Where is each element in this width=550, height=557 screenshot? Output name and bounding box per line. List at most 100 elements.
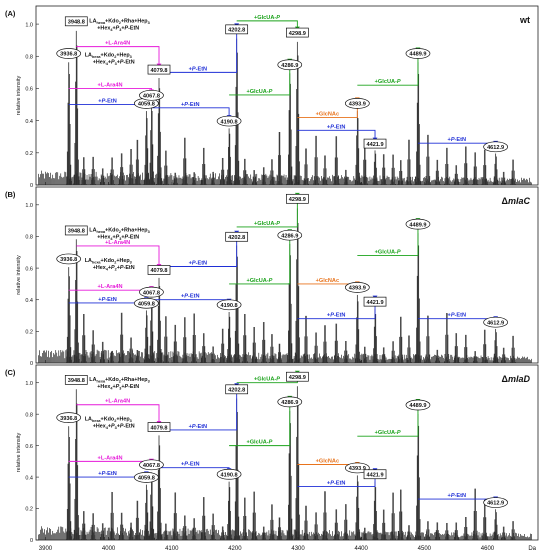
transition-label: +GlcUA-P	[254, 221, 280, 227]
peak-4421.9	[371, 150, 379, 185]
transition-label: +GlcUA-P	[254, 15, 280, 21]
mz-text: 4059.8	[138, 476, 155, 482]
y-axis-label: relative intensity	[16, 433, 22, 473]
structure-label: LAhexa+Kdo2+Rha+Hep3+Hex4+P3+P-EtN	[89, 18, 149, 32]
y-tick-label: 0	[30, 183, 33, 189]
mz-text: 4393.9	[349, 466, 366, 472]
x-axis-unit: Da	[528, 546, 536, 552]
y-tick-label: 0.8	[25, 54, 33, 60]
shared-x-axis: 3900 4000 4100 4200 4300 4400 4500 4600 Da	[39, 182, 537, 552]
transition-label: +P-EtN	[98, 471, 117, 477]
transition-label: +GlcUA-P	[246, 440, 272, 446]
mz-label-3948.8: 3948.8	[64, 375, 88, 385]
mz-text: 4202.8	[228, 28, 245, 34]
transition-label: +P-EtN	[189, 66, 208, 72]
mz-label-4612.9: 4612.9	[483, 141, 508, 153]
mz-box	[225, 384, 249, 395]
peak-3936.8	[65, 267, 73, 363]
spectrum-noise	[38, 488, 532, 540]
structure-line-2: +Hex4+P3+P-EtN	[93, 59, 135, 65]
mz-text: 4421.9	[366, 472, 383, 478]
peak-4298.9	[294, 386, 302, 540]
mz-label-4202.8: 4202.8	[225, 231, 249, 242]
peak-4421.9	[371, 481, 379, 540]
structure-line-1: LAhexa+Kdo2+Rha+Hep3	[89, 18, 149, 25]
x-tick-label: 4400	[355, 546, 369, 552]
y-tick-label: 1.0	[25, 203, 33, 209]
x-tick-label: 4100	[165, 546, 179, 552]
mz-label-4421.9: 4421.9	[363, 138, 387, 149]
peak-4393.9	[354, 294, 362, 363]
transition-label: +P-EtN	[189, 424, 208, 430]
x-tick-label: 3900	[39, 546, 53, 552]
y-tick-label: 0.8	[25, 412, 33, 418]
mz-label-4079.8: 4079.8	[147, 265, 171, 275]
panel-letter: (B)	[5, 190, 16, 199]
mz-ellipse	[139, 459, 164, 471]
mz-ellipse	[344, 98, 370, 109]
mz-text: 3948.8	[68, 229, 85, 235]
mz-text: 3948.8	[68, 378, 85, 384]
mz-text: 4067.8	[143, 94, 160, 100]
x-tick-label: 4500	[418, 546, 432, 552]
arrow-line	[357, 403, 419, 437]
structure-line-2: +Hex4+P3+P-EtN	[97, 384, 139, 391]
y-tick-label: 0.2	[25, 507, 33, 513]
mz-label-4489.9: 4489.9	[405, 399, 431, 411]
spectrum-panel-2: 0 0.2 0.4 0.6 0.8 1.0 relative intensity (C) Δml…	[5, 364, 539, 544]
transition-label: +P-EtN	[181, 294, 200, 300]
transition-label: +GlcNAc	[316, 459, 339, 465]
spectrum-panel-0: 0 0.2 0.4 0.6 0.8 1.0 relative intensity (A) wt +…	[5, 5, 539, 189]
mz-text: 4421.9	[366, 300, 383, 306]
mz-ellipse	[56, 412, 82, 423]
mz-text: 4393.9	[349, 102, 366, 108]
arrow-line	[357, 51, 419, 86]
mz-label-3936.8: 3936.8	[56, 253, 82, 265]
mz-text: 4298.9	[289, 197, 306, 203]
y-axis-label: relative intensity	[16, 76, 22, 116]
mz-label-4393.9: 4393.9	[344, 98, 370, 109]
mz-text: 4202.8	[228, 235, 245, 241]
mz-box	[363, 296, 387, 307]
mz-ellipse	[134, 297, 159, 309]
peak-4298.9	[294, 208, 302, 363]
peak-3948.8	[73, 239, 81, 363]
x-tick-label: 4600	[481, 546, 495, 552]
mz-text: 3948.8	[68, 20, 85, 26]
mz-box	[286, 371, 309, 382]
mz-label-3948.8: 3948.8	[64, 225, 88, 236]
mz-box	[147, 265, 171, 275]
panel-letter: (A)	[5, 9, 16, 18]
y-axis-label: relative intensity	[16, 255, 22, 295]
arrow-line	[229, 62, 291, 96]
transition-label: +GlcUA-P	[246, 278, 272, 284]
mz-ellipse	[134, 472, 159, 483]
mz-ellipse	[344, 282, 370, 293]
structure-line-2: +Hex4+P3+P-EtN	[97, 234, 139, 241]
panel-letter: (C)	[5, 368, 16, 377]
mz-label-4286.9: 4286.9	[277, 59, 303, 71]
structure-label: LAhexa+Kdo2+Hep3+Hex4+P2+P-EtN	[85, 258, 135, 272]
transition-label: +L-Ara4N	[105, 41, 130, 47]
mz-label-4059.8: 4059.8	[134, 472, 159, 483]
arrow-line	[159, 27, 238, 73]
mz-label-4202.8: 4202.8	[225, 24, 249, 35]
transition-label: +P-EtN	[327, 313, 346, 319]
mz-text: 4059.8	[138, 102, 155, 108]
y-tick-label: 1.0	[25, 381, 33, 387]
mz-text: 4079.8	[150, 68, 167, 74]
arrow-line	[229, 399, 291, 447]
strain-label: ΔmlaD	[502, 374, 531, 384]
mz-text: 4190.8	[221, 303, 238, 309]
transition-label: +L-Ara4N	[105, 240, 130, 246]
mz-label-4393.9: 4393.9	[344, 282, 370, 293]
peak-4393.9	[354, 111, 362, 185]
y-tick-label: 0	[30, 361, 33, 367]
peak-4059.8	[143, 310, 151, 363]
mz-text: 4612.9	[487, 320, 504, 326]
mz-ellipse	[483, 316, 508, 328]
mz-label-4393.9: 4393.9	[344, 462, 370, 474]
y-tick-label: 0.4	[25, 475, 33, 481]
y-tick-label: 0.6	[25, 266, 33, 272]
mz-label-3948.8: 3948.8	[64, 16, 88, 27]
